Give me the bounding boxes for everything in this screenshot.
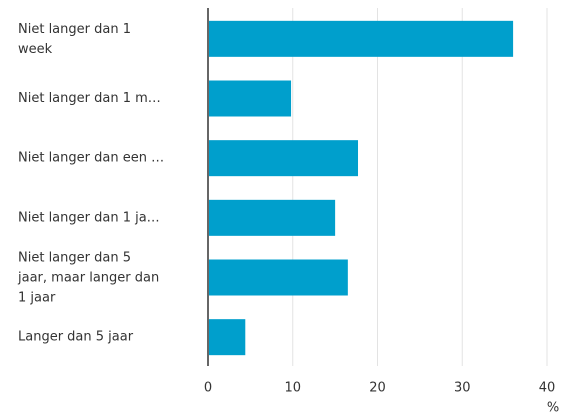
- bar: [208, 140, 359, 177]
- y-tick-label: Niet langer dan 1 m…: [18, 91, 161, 106]
- y-tick-label: Niet langer dan 5 jaar, maar langer dan 1 …: [17, 250, 159, 305]
- bar: [208, 319, 246, 356]
- y-tick-label: Niet langer dan een …: [18, 151, 164, 166]
- y-tick-label: Niet langer dan 1 week: [18, 21, 131, 56]
- x-tick-label: 40: [539, 381, 556, 396]
- bar: [208, 80, 292, 117]
- x-tick-label: 30: [454, 381, 471, 396]
- y-tick-label: Langer dan 5 jaar: [18, 330, 134, 345]
- x-tick-label: 20: [369, 381, 386, 396]
- x-tick-label: 0: [204, 381, 212, 396]
- bar: [208, 20, 514, 57]
- bar: [208, 259, 348, 296]
- x-tick-label: 10: [284, 381, 301, 396]
- bar: [208, 199, 336, 236]
- y-tick-label: Niet langer dan 1 ja…: [18, 210, 160, 225]
- x-axis-label: %: [547, 401, 559, 416]
